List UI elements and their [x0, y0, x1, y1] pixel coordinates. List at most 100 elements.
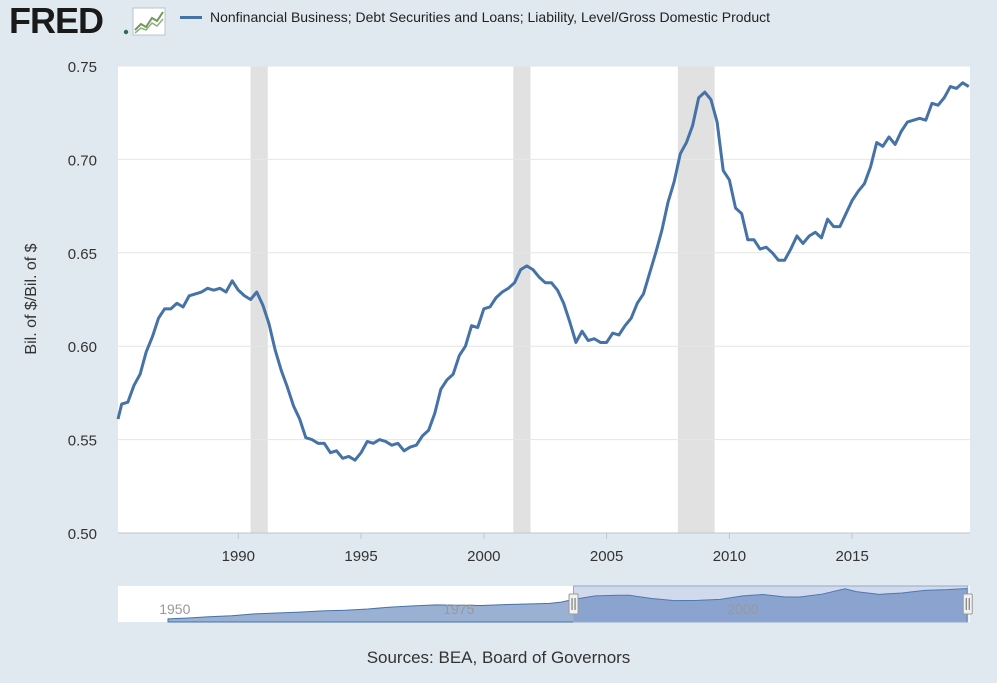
data-point[interactable] [925, 119, 927, 121]
data-point[interactable] [397, 443, 399, 445]
data-point[interactable] [815, 231, 817, 233]
data-point[interactable] [305, 437, 307, 439]
data-point[interactable] [698, 97, 700, 99]
navigator-handle-right[interactable] [962, 593, 973, 615]
data-point[interactable] [839, 226, 841, 228]
data-point[interactable] [287, 386, 289, 388]
data-point[interactable] [471, 325, 473, 327]
navigator-selected-range[interactable] [573, 585, 969, 623]
data-point[interactable] [538, 276, 540, 278]
data-point[interactable] [784, 259, 786, 261]
data-point[interactable] [514, 282, 516, 284]
data-point[interactable] [845, 213, 847, 215]
data-point[interactable] [624, 325, 626, 327]
data-point[interactable] [262, 304, 264, 306]
data-point[interactable] [655, 252, 657, 254]
data-point[interactable] [188, 295, 190, 297]
data-point[interactable] [391, 444, 393, 446]
data-point[interactable] [587, 340, 589, 342]
data-point[interactable] [808, 235, 810, 237]
data-point[interactable] [753, 239, 755, 241]
data-point[interactable] [931, 103, 933, 105]
data-point[interactable] [857, 190, 859, 192]
data-point[interactable] [293, 405, 295, 407]
data-point[interactable] [256, 291, 258, 293]
data-point[interactable] [618, 334, 620, 336]
data-point[interactable] [244, 295, 246, 297]
data-point[interactable] [741, 213, 743, 215]
data-point[interactable] [434, 413, 436, 415]
data-point[interactable] [145, 351, 147, 353]
data-point[interactable] [182, 306, 184, 308]
data-point[interactable] [195, 293, 197, 295]
data-point[interactable] [121, 403, 123, 405]
data-point[interactable] [323, 443, 325, 445]
data-point[interactable] [778, 259, 780, 261]
data-point[interactable] [900, 131, 902, 133]
data-point[interactable] [379, 439, 381, 441]
data-point[interactable] [336, 450, 338, 452]
data-point[interactable] [477, 327, 479, 329]
data-point[interactable] [943, 97, 945, 99]
data-point[interactable] [225, 291, 227, 293]
data-point[interactable] [508, 287, 510, 289]
series-line[interactable] [116, 81, 970, 462]
series-legend[interactable]: Nonfinancial Business; Debt Securities a… [180, 9, 770, 25]
data-point[interactable] [385, 441, 387, 443]
data-point[interactable] [274, 349, 276, 351]
data-point[interactable] [176, 302, 178, 304]
data-point[interactable] [127, 401, 129, 403]
data-point[interactable] [630, 317, 632, 319]
data-point[interactable] [213, 289, 215, 291]
data-point[interactable] [501, 291, 503, 293]
data-point[interactable] [207, 287, 209, 289]
range-navigator[interactable]: 1950 1975 2000 [118, 585, 973, 623]
data-point[interactable] [526, 265, 528, 267]
data-point[interactable] [747, 239, 749, 241]
data-point[interactable] [882, 146, 884, 148]
data-point[interactable] [790, 248, 792, 250]
data-point[interactable] [606, 342, 608, 344]
data-point[interactable] [551, 282, 553, 284]
data-point[interactable] [465, 345, 467, 347]
data-point[interactable] [919, 118, 921, 120]
data-point[interactable] [219, 287, 221, 289]
data-point[interactable] [637, 302, 639, 304]
data-point[interactable] [311, 439, 313, 441]
data-point[interactable] [643, 293, 645, 295]
data-point[interactable] [117, 418, 119, 420]
data-point[interactable] [317, 443, 319, 445]
data-point[interactable] [796, 235, 798, 237]
data-point[interactable] [649, 273, 651, 275]
data-point[interactable] [729, 179, 731, 181]
data-point[interactable] [354, 459, 356, 461]
data-point[interactable] [422, 435, 424, 437]
data-point[interactable] [557, 289, 559, 291]
data-point[interactable] [440, 388, 442, 390]
data-point[interactable] [802, 243, 804, 245]
data-point[interactable] [704, 91, 706, 93]
data-point[interactable] [950, 86, 952, 88]
data-point[interactable] [342, 457, 344, 459]
data-point[interactable] [428, 429, 430, 431]
data-point[interactable] [201, 291, 203, 293]
handle-body[interactable] [568, 593, 579, 615]
data-point[interactable] [170, 308, 172, 310]
data-point[interactable] [827, 218, 829, 220]
data-point[interactable] [452, 373, 454, 375]
data-point[interactable] [716, 121, 718, 123]
data-point[interactable] [710, 99, 712, 101]
data-point[interactable] [722, 170, 724, 172]
data-point[interactable] [152, 336, 154, 338]
data-point[interactable] [594, 338, 596, 340]
data-point[interactable] [913, 119, 915, 121]
data-point[interactable] [158, 317, 160, 319]
data-point[interactable] [581, 330, 583, 332]
data-point[interactable] [907, 121, 909, 123]
data-point[interactable] [563, 302, 565, 304]
data-point[interactable] [686, 142, 688, 144]
data-point[interactable] [403, 450, 405, 452]
data-point[interactable] [489, 306, 491, 308]
data-point[interactable] [569, 321, 571, 323]
data-point[interactable] [483, 308, 485, 310]
